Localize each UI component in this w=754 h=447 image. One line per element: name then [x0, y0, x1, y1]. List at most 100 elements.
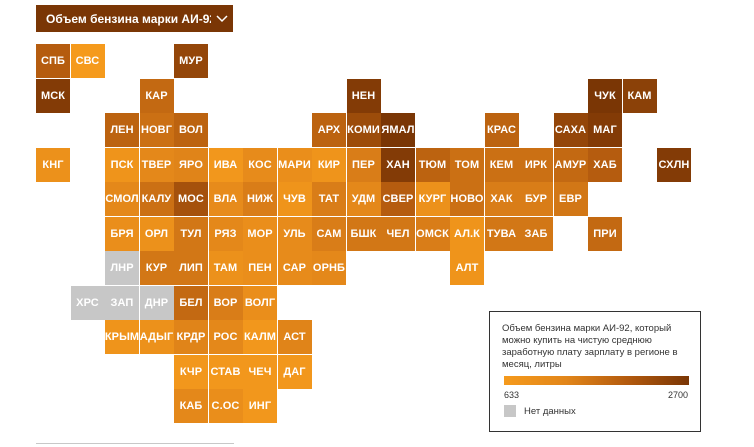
region-tile[interactable]: КАЛМ: [243, 320, 277, 354]
region-tile[interactable]: ВЛА: [208, 182, 243, 216]
region-tile[interactable]: КОС: [243, 147, 277, 182]
region-tile[interactable]: МСК: [36, 78, 70, 113]
region-tile[interactable]: ХАБ: [588, 147, 622, 182]
region-tile[interactable]: ТВЕР: [139, 147, 174, 182]
region-tile[interactable]: ЧЕЛ: [381, 216, 415, 251]
region-tile[interactable]: ПСК: [105, 147, 139, 182]
region-tile[interactable]: ЯМАЛ: [381, 113, 415, 147]
region-tile[interactable]: САР: [277, 251, 312, 285]
region-tile[interactable]: КЕМ: [484, 147, 519, 182]
legend-title: Объем бензина марки АИ-92, который можно…: [502, 323, 678, 370]
region-tile[interactable]: ВОР: [208, 285, 243, 320]
region-tile[interactable]: КАБ: [174, 389, 208, 423]
chevron-down-icon: [211, 14, 233, 23]
legend: Объем бензина марки АИ-92, который можно…: [489, 311, 701, 432]
region-tile[interactable]: ХРС: [70, 285, 105, 320]
region-tile[interactable]: ЧУК: [588, 78, 622, 113]
region-tile[interactable]: НЕН: [346, 78, 381, 113]
region-tile[interactable]: БЕЛ: [174, 285, 208, 320]
region-tile[interactable]: ТАМ: [208, 251, 243, 285]
region-tile[interactable]: БРЯ: [105, 216, 139, 251]
region-tile[interactable]: ЯРО: [174, 147, 208, 182]
region-tile[interactable]: ЕВР: [553, 182, 588, 216]
region-tile[interactable]: СПБ: [36, 44, 70, 78]
region-tile[interactable]: ЧЕЧ: [243, 354, 277, 389]
region-tile[interactable]: С.ОС: [208, 389, 243, 423]
region-tile[interactable]: КУРГ: [415, 182, 450, 216]
region-tile[interactable]: НИЖ: [243, 182, 277, 216]
region-tile[interactable]: ДАГ: [277, 354, 312, 389]
region-tile[interactable]: САМ: [312, 216, 346, 251]
region-tile[interactable]: ПРИ: [588, 216, 622, 251]
region-tile[interactable]: МОР: [243, 216, 277, 251]
region-tile[interactable]: ВОЛ: [174, 113, 208, 147]
region-tile[interactable]: ИВА: [208, 147, 243, 182]
region-tile[interactable]: УЛЬ: [277, 216, 312, 251]
region-tile[interactable]: ПЕН: [243, 251, 277, 285]
region-tile[interactable]: НОВО: [450, 182, 484, 216]
region-tile[interactable]: МАРИ: [277, 147, 312, 182]
region-tile[interactable]: ОРЛ: [139, 216, 174, 251]
region-tile[interactable]: ЛИП: [174, 251, 208, 285]
region-tile[interactable]: СМОЛ: [105, 182, 139, 216]
region-tile[interactable]: СВЕР: [381, 182, 415, 216]
region-tile[interactable]: УДМ: [346, 182, 381, 216]
region-tile[interactable]: ХАК: [484, 182, 519, 216]
region-tile[interactable]: ЛЕН: [105, 113, 139, 147]
region-tile[interactable]: КОМИ: [346, 113, 381, 147]
region-tile[interactable]: МАГ: [588, 113, 622, 147]
region-tile[interactable]: САХА: [553, 113, 588, 147]
region-tile[interactable]: КНГ: [36, 147, 70, 182]
region-tile[interactable]: СХЛН: [657, 147, 691, 182]
region-tile[interactable]: КРАС: [484, 113, 519, 147]
region-tile[interactable]: ИРК: [519, 147, 553, 182]
region-tile[interactable]: БУР: [519, 182, 553, 216]
legend-no-data-label: Нет данных: [524, 406, 576, 417]
legend-max-value: 2700: [667, 390, 688, 400]
region-tile[interactable]: ПЕР: [346, 147, 381, 182]
region-tile[interactable]: ЗАП: [105, 285, 139, 320]
region-tile[interactable]: АМУР: [553, 147, 588, 182]
region-tile[interactable]: РЯЗ: [208, 216, 243, 251]
region-tile[interactable]: ЧУВ: [277, 182, 312, 216]
region-tile[interactable]: ХАН: [381, 147, 415, 182]
region-tile[interactable]: АРХ: [312, 113, 346, 147]
region-tile[interactable]: ТОМ: [450, 147, 484, 182]
region-tile[interactable]: ДНР: [139, 285, 174, 320]
region-tile[interactable]: ОМСК: [415, 216, 450, 251]
region-tile[interactable]: ТЮМ: [415, 147, 450, 182]
region-tile[interactable]: КРДР: [174, 320, 208, 354]
region-tile[interactable]: АЛ.К: [450, 216, 484, 251]
region-tile[interactable]: КИР: [312, 147, 346, 182]
region-tile[interactable]: БШК: [346, 216, 381, 251]
region-tile[interactable]: КУР: [139, 251, 174, 285]
region-tile[interactable]: АСТ: [277, 320, 312, 354]
legend-min-value: 633: [504, 390, 520, 400]
region-tile[interactable]: КАМ: [622, 78, 657, 113]
region-tile[interactable]: ЗАБ: [519, 216, 553, 251]
indicator-dropdown[interactable]: Объем бензина марки АИ-92,...: [36, 5, 233, 32]
region-tile[interactable]: РОС: [208, 320, 243, 354]
region-tile[interactable]: МУР: [174, 44, 208, 78]
region-tile[interactable]: ЛНР: [105, 251, 139, 285]
region-tile[interactable]: ВОЛГ: [243, 285, 277, 320]
region-tile[interactable]: ИНГ: [243, 389, 277, 423]
region-tile[interactable]: АДЫГ: [139, 320, 174, 354]
region-tile[interactable]: АЛТ: [450, 251, 484, 285]
region-tile[interactable]: ТУЛ: [174, 216, 208, 251]
region-tile[interactable]: КАР: [139, 78, 174, 113]
region-tile[interactable]: КЧР: [174, 354, 208, 389]
region-tile[interactable]: СТАВ: [208, 354, 243, 389]
region-tile[interactable]: НОВГ: [139, 113, 174, 147]
region-tile[interactable]: ОРНБ: [312, 251, 346, 285]
region-tile[interactable]: МОС: [174, 182, 208, 216]
region-tile[interactable]: ТУВА: [484, 216, 519, 251]
legend-color-scale: [504, 376, 689, 385]
region-tile[interactable]: КАЛУ: [139, 182, 174, 216]
region-tile[interactable]: ТАТ: [312, 182, 346, 216]
region-tile[interactable]: КРЫМ: [105, 320, 139, 354]
indicator-dropdown-label: Объем бензина марки АИ-92,...: [46, 11, 211, 26]
divider: [36, 443, 234, 444]
region-tile[interactable]: СВС: [70, 44, 105, 78]
